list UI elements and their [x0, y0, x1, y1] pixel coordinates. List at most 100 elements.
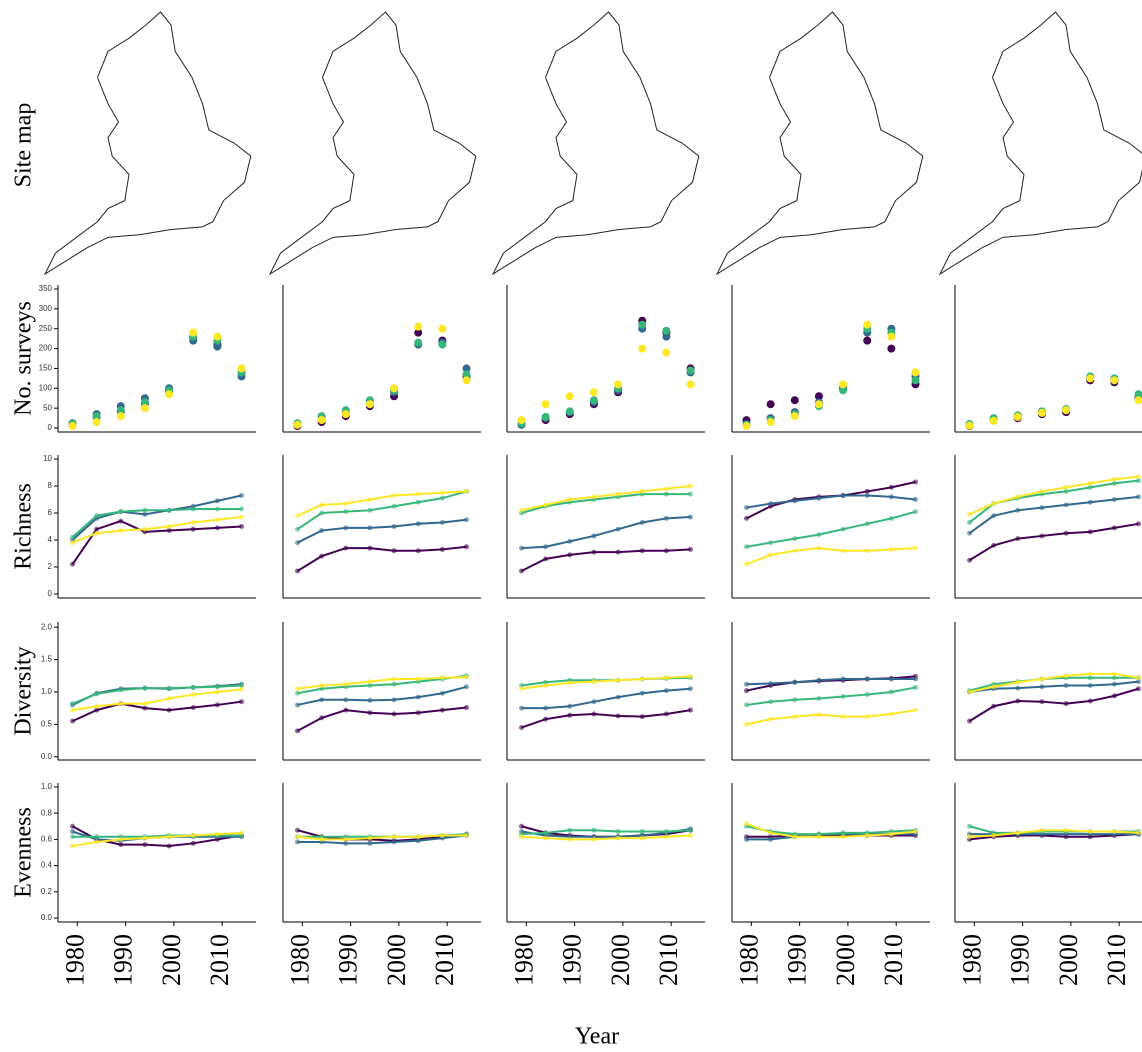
- data-point: [816, 495, 822, 501]
- data-point: [68, 422, 77, 431]
- data-point: [190, 519, 196, 525]
- y-tick-label: 200: [39, 344, 53, 353]
- data-point: [319, 502, 325, 508]
- data-point: [1015, 698, 1021, 704]
- data-point: [438, 324, 447, 333]
- data-point: [1087, 675, 1093, 681]
- data-point: [142, 507, 148, 513]
- data-point: [790, 412, 799, 421]
- data-point: [840, 834, 846, 840]
- data-point: [414, 322, 423, 331]
- trend-line: [296, 545, 467, 572]
- data-point: [438, 340, 447, 349]
- y-tick-label: 0.6: [41, 834, 53, 843]
- data-point: [367, 497, 373, 503]
- data-point: [743, 561, 749, 567]
- x-tick-label: 2010: [654, 934, 683, 986]
- data-point: [743, 702, 749, 708]
- trend-line: [72, 831, 242, 847]
- data-point: [464, 705, 470, 711]
- trend-line: [521, 829, 691, 836]
- data-point: [663, 834, 669, 840]
- data-point: [343, 707, 349, 713]
- data-point: [294, 686, 300, 692]
- data-point: [94, 526, 100, 532]
- data-point: [166, 695, 172, 701]
- data-point: [887, 332, 896, 341]
- data-point: [415, 548, 421, 554]
- data-point: [118, 509, 124, 515]
- data-point: [1039, 699, 1045, 705]
- data-point: [518, 705, 524, 711]
- data-point: [663, 491, 669, 497]
- y-tick-label: 0: [48, 589, 53, 598]
- data-point: [239, 492, 245, 498]
- data-point: [768, 716, 774, 722]
- trend-line: [746, 510, 916, 548]
- data-point: [966, 823, 972, 829]
- data-point: [190, 506, 196, 512]
- data-point: [214, 517, 220, 523]
- trend-line: [746, 494, 916, 509]
- data-point: [589, 396, 598, 405]
- data-point: [591, 533, 597, 539]
- y-tick-label: 100: [39, 383, 53, 392]
- data-point: [1111, 497, 1117, 503]
- data-point: [743, 688, 749, 694]
- data-point: [591, 827, 597, 833]
- data-point: [768, 540, 774, 546]
- data-point: [615, 835, 621, 841]
- data-point: [1039, 827, 1045, 833]
- data-point: [663, 711, 669, 717]
- data-point: [116, 406, 125, 415]
- data-point: [615, 694, 621, 700]
- data-point: [190, 705, 196, 711]
- data-point: [864, 488, 870, 494]
- data-point: [294, 540, 300, 546]
- trend-line: [746, 825, 916, 836]
- data-point: [294, 526, 300, 532]
- data-point: [439, 495, 445, 501]
- data-point: [567, 538, 573, 544]
- data-point: [1087, 480, 1093, 486]
- data-point: [142, 685, 148, 691]
- data-point: [816, 834, 822, 840]
- data-point: [1039, 676, 1045, 682]
- data-point: [543, 830, 549, 836]
- data-point: [414, 328, 423, 337]
- data-point: [343, 681, 349, 687]
- data-point: [1136, 478, 1142, 484]
- data-point: [462, 376, 471, 385]
- data-point: [1136, 474, 1142, 480]
- data-point: [1063, 701, 1069, 707]
- y-tick-label: 8: [48, 481, 53, 490]
- map-outline: [45, 12, 251, 274]
- data-point: [319, 528, 325, 534]
- data-point: [966, 557, 972, 563]
- data-point: [766, 418, 775, 427]
- y-tick-label: 1.5: [41, 655, 53, 664]
- data-point: [966, 689, 972, 695]
- data-point: [1086, 374, 1095, 383]
- data-point: [1015, 507, 1021, 513]
- data-point: [1134, 390, 1142, 399]
- data-point: [294, 690, 300, 696]
- data-point: [439, 519, 445, 525]
- data-point: [343, 525, 349, 531]
- data-point: [840, 548, 846, 554]
- trend-line: [969, 475, 1139, 516]
- trend-line: [521, 485, 691, 512]
- data-point: [69, 718, 75, 724]
- x-tick-label: 2000: [606, 934, 635, 986]
- data-point: [415, 694, 421, 700]
- data-point: [118, 518, 124, 524]
- data-point: [541, 412, 550, 421]
- data-point: [69, 823, 75, 829]
- data-point: [589, 388, 598, 397]
- y-tick-label: 2: [48, 562, 53, 571]
- data-point: [991, 703, 997, 709]
- data-point: [166, 524, 172, 529]
- data-point: [565, 392, 574, 401]
- data-point: [742, 422, 751, 431]
- data-point: [766, 400, 775, 409]
